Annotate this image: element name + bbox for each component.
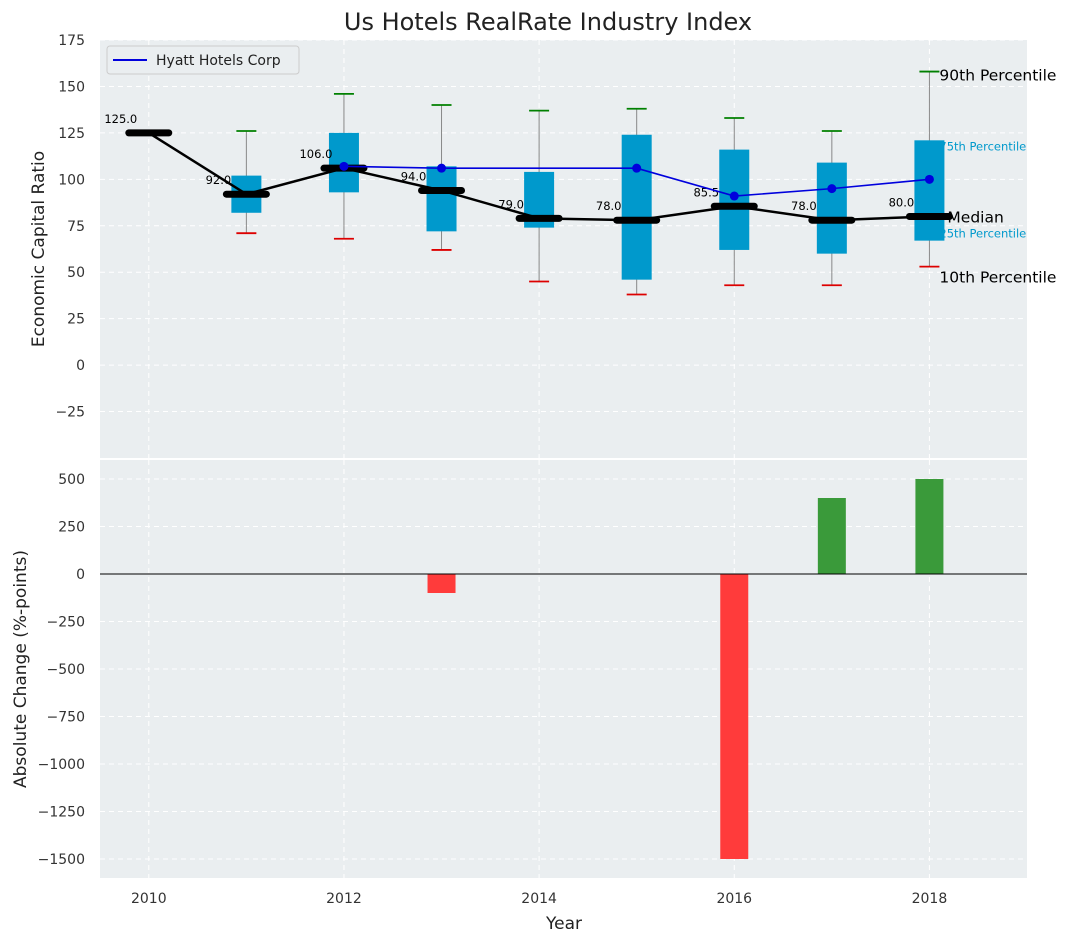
y-tick-label: −1250 [38, 805, 85, 821]
y-tick-label: 75 [67, 219, 85, 235]
y-tick-label: 0 [76, 358, 85, 374]
change-bar [915, 479, 944, 574]
median-value-label: 94.0 [401, 169, 427, 183]
top-y-ticks: −25 0 25 50 75 100 125 150 175 [55, 33, 85, 421]
y-tick-label: −500 [47, 662, 85, 678]
company-point [437, 163, 447, 173]
box [621, 134, 652, 280]
company-point [339, 161, 349, 171]
median-line [148, 131, 930, 222]
p25-annotation: 25th Percentile [939, 227, 1026, 241]
median-annotation: Median [947, 208, 1003, 226]
y-tick-label: 0 [76, 567, 85, 583]
legend: Hyatt Hotels Corp [106, 45, 300, 75]
x-tick-label: 2018 [912, 891, 948, 907]
box [914, 140, 945, 241]
x-tick-label: 2016 [716, 891, 752, 907]
median-value-label: 78.0 [596, 199, 622, 213]
x-tick-label: 2010 [131, 891, 167, 907]
bottom-y-axis-label: Absolute Change (%-points) [11, 550, 31, 788]
median-value-label: 85.5 [693, 185, 719, 199]
y-tick-label: −1000 [38, 757, 85, 773]
y-tick-label: 500 [58, 472, 85, 488]
median-value-label: 125.0 [104, 112, 137, 126]
company-point [827, 184, 837, 194]
change-bar [720, 574, 749, 859]
change-bar [427, 574, 456, 593]
top-grid [100, 39, 1027, 458]
y-tick-label: 100 [58, 172, 85, 188]
median-value-label: 80.0 [889, 195, 915, 209]
box [816, 162, 847, 254]
x-ticks: 2010 2012 2014 2016 2018 [131, 891, 947, 907]
x-tick-label: 2012 [326, 891, 362, 907]
y-tick-label: 50 [67, 265, 85, 281]
p10-annotation: 10th Percentile [939, 269, 1056, 287]
bottom-y-ticks: −1500 −1250 −1000 −750 −500 −250 0 250 500 [38, 472, 85, 868]
change-bars [427, 479, 944, 859]
y-tick-label: 150 [58, 79, 85, 95]
y-tick-label: −750 [47, 710, 85, 726]
y-tick-label: 25 [67, 312, 85, 328]
p90-annotation: 90th Percentile [939, 67, 1056, 85]
y-tick-label: 125 [58, 126, 85, 142]
legend-box [106, 45, 300, 75]
top-plot-area [100, 40, 1027, 458]
percentile-annotations: 90th Percentile 75th Percentile Median25th… [939, 67, 1056, 287]
y-tick-label: −250 [47, 615, 85, 631]
bottom-grid [100, 460, 1027, 878]
x-axis-label: Year [545, 914, 582, 934]
box [426, 166, 457, 232]
y-tick-label: −25 [55, 405, 85, 421]
median-value-label: 92.0 [206, 173, 232, 187]
median-value-label: 78.0 [791, 199, 817, 213]
y-tick-label: 175 [58, 33, 85, 49]
p75-annotation: 75th Percentile [939, 139, 1026, 153]
median-value-label: 106.0 [299, 147, 332, 161]
company-point [729, 191, 739, 201]
x-tick-label: 2014 [521, 891, 557, 907]
company-point [924, 174, 934, 184]
y-tick-label: −1500 [38, 852, 85, 868]
company-series [339, 161, 934, 201]
median-series: 125.0 92.0 106.0 94.0 79.0 78.0 85.5 78.0 80.0 [104, 112, 953, 224]
median-value-label: 79.0 [498, 197, 524, 211]
company-point [632, 163, 642, 173]
top-y-axis-label: Economic Capital Ratio [29, 151, 49, 347]
change-bar [817, 498, 846, 574]
y-tick-label: 250 [58, 520, 85, 536]
chart-title: Us Hotels RealRate Industry Index [344, 8, 752, 36]
company-line [343, 165, 930, 197]
legend-entry: Hyatt Hotels Corp [156, 53, 281, 69]
